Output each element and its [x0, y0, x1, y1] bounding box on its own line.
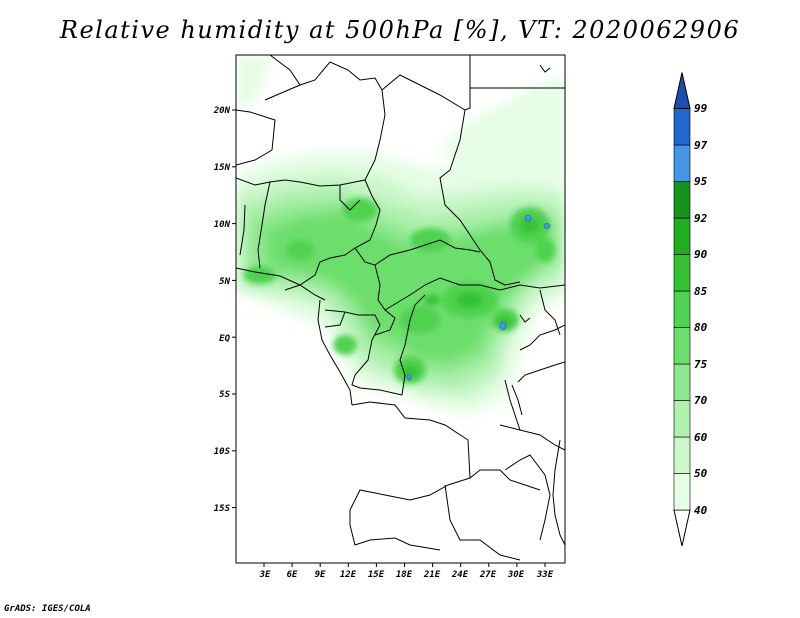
lon-label-18e: 18E	[396, 570, 413, 580]
colorbar-labels: 40 50 60 70 75 80 85 90 92 95 97 99	[694, 102, 708, 517]
colorbar-segment	[673, 400, 691, 438]
latitude-labels: 20N 15N 10N 5N EQ 5S 10S 15S	[213, 106, 231, 514]
colorbar	[673, 72, 691, 547]
colorbar-segment	[673, 473, 691, 511]
colorbar-label-60: 60	[694, 431, 708, 444]
colorbar-top-arrow	[673, 72, 691, 109]
colorbar-segment	[673, 217, 691, 255]
lon-label-6e: 6E	[287, 570, 298, 580]
lat-label-10n: 10N	[214, 220, 231, 230]
colorbar-label-95: 95	[694, 175, 708, 188]
longitude-ticks	[263, 563, 546, 567]
lon-label-24e: 24E	[451, 570, 469, 580]
latitude-ticks	[232, 109, 236, 509]
colorbar-segment	[673, 436, 691, 474]
lon-label-27e: 27E	[479, 570, 497, 580]
colorbar-label-70: 70	[694, 394, 708, 407]
lat-label-10s: 10S	[214, 447, 231, 457]
lon-label-21e: 21E	[423, 570, 441, 580]
longitude-labels: 3E 6E 9E 12E 15E 18E 21E 24E 27E 30E 33E	[259, 570, 554, 580]
colorbar-label-99: 99	[694, 102, 708, 115]
colorbar-segment	[673, 108, 691, 146]
lat-label-eq: EQ	[219, 334, 230, 344]
map-frame	[235, 54, 566, 564]
colorbar-label-80: 80	[694, 321, 708, 334]
colorbar-label-85: 85	[694, 285, 708, 298]
country-borders	[236, 55, 565, 561]
lat-label-5s: 5S	[219, 390, 230, 400]
humidity-field	[236, 55, 565, 415]
colorbar-label-50: 50	[694, 467, 708, 480]
colorbar-label-75: 75	[694, 358, 708, 371]
lon-label-12e: 12E	[340, 570, 357, 580]
colorbar-label-92: 92	[694, 212, 708, 225]
grads-credit: GrADS: IGES/COLA	[4, 604, 91, 614]
colorbar-label-97: 97	[694, 139, 708, 152]
lat-label-15s: 15S	[214, 504, 231, 514]
lon-label-9e: 9E	[315, 570, 326, 580]
lat-label-5n: 5N	[219, 277, 230, 287]
map-title: Relative humidity at 500hPa [%], VT: 202…	[59, 16, 741, 44]
colorbar-segment	[673, 254, 691, 292]
lat-label-15n: 15N	[214, 163, 231, 173]
lon-label-30e: 30E	[507, 570, 525, 580]
colorbar-segment	[673, 327, 691, 365]
lat-label-20n: 20N	[213, 106, 231, 116]
colorbar-bottom-arrow	[673, 509, 691, 547]
colorbar-label-40: 40	[694, 504, 708, 517]
colorbar-label-90: 90	[694, 248, 708, 261]
colorbar-segment	[673, 144, 691, 182]
colorbar-segment	[673, 181, 691, 219]
lon-label-3e: 3E	[259, 570, 271, 580]
colorbar-segment	[673, 363, 691, 401]
colorbar-segment	[673, 290, 691, 328]
lon-label-33e: 33E	[536, 570, 554, 580]
lon-label-15e: 15E	[368, 570, 385, 580]
